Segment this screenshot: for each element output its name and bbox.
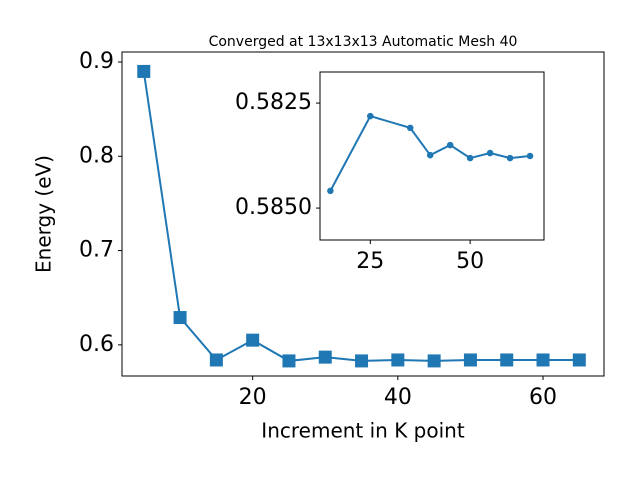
x-tick-label: 50 xyxy=(456,249,484,274)
marker xyxy=(446,141,454,149)
marker xyxy=(406,124,414,132)
marker xyxy=(463,353,477,367)
y-tick-label: 0.5825 xyxy=(235,90,312,115)
marker xyxy=(572,353,586,367)
marker xyxy=(137,64,151,78)
marker xyxy=(526,152,534,160)
marker xyxy=(506,154,514,162)
marker xyxy=(427,354,441,368)
marker xyxy=(355,354,369,368)
x-tick-label: 25 xyxy=(356,249,384,274)
y-tick-label: 0.8 xyxy=(79,143,114,168)
y-tick-label: 0.5850 xyxy=(235,195,312,220)
marker xyxy=(318,350,332,364)
marker xyxy=(536,353,550,367)
marker xyxy=(173,311,187,325)
marker xyxy=(391,353,405,367)
x-tick-label: 20 xyxy=(239,385,267,410)
marker xyxy=(426,151,434,159)
marker xyxy=(327,187,334,195)
marker xyxy=(246,333,260,347)
x-tick-label: 60 xyxy=(529,385,557,410)
x-tick-label: 40 xyxy=(384,385,412,410)
marker xyxy=(282,354,296,368)
marker xyxy=(367,112,374,120)
y-tick-label: 0.9 xyxy=(79,49,114,74)
marker xyxy=(209,353,223,367)
marker xyxy=(486,149,494,157)
y-tick-label: 0.6 xyxy=(79,332,114,357)
chart-title: Converged at 13x13x13 Automatic Mesh 40 xyxy=(209,34,518,50)
y-axis-label: Energy (eV) xyxy=(32,155,56,273)
x-axis-label: Increment in K point xyxy=(261,419,465,443)
marker xyxy=(500,353,514,367)
marker xyxy=(466,154,474,162)
y-tick-label: 0.7 xyxy=(79,238,114,263)
